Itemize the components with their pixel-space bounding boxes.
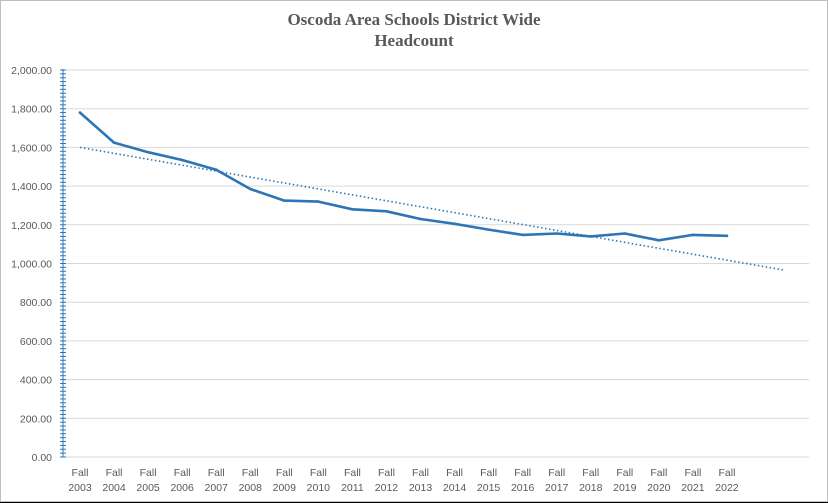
y-tick-label: 400.00: [20, 375, 52, 387]
trendline: [79, 146, 786, 272]
x-tick-label: 2020: [647, 482, 671, 494]
x-tick-label: 2009: [273, 482, 297, 494]
y-tick-label: 2,000.00: [11, 65, 52, 77]
x-tick-label: 2021: [681, 482, 705, 494]
x-tick-label: Fall: [140, 467, 157, 479]
data-point: [453, 222, 456, 226]
chart-title-line-1: Oscoda Area Schools District Wide: [287, 10, 541, 29]
data-point: [180, 158, 184, 162]
x-tick-label: 2012: [375, 482, 399, 494]
data-point: [555, 232, 558, 235]
y-tick-label: 1,400.00: [11, 181, 52, 193]
x-tick-label: 2006: [170, 482, 194, 494]
x-tick-label: Fall: [514, 467, 531, 479]
data-point: [317, 200, 320, 203]
x-tick-label: 2018: [579, 482, 603, 494]
x-tick-label: Fall: [310, 467, 327, 479]
x-tick-label: 2004: [102, 482, 126, 494]
chart-title: Oscoda Area Schools District Wide Headco…: [1, 9, 827, 51]
data-point: [78, 111, 82, 114]
x-tick-label: 2019: [613, 482, 637, 494]
x-tick-label: 2010: [307, 482, 331, 494]
data-point: [725, 234, 729, 238]
x-tick-label: Fall: [174, 467, 191, 479]
data-point: [385, 209, 388, 213]
x-tick-label: Fall: [344, 467, 361, 479]
data-point: [623, 232, 627, 235]
y-tick-label: 1,000.00: [11, 259, 52, 271]
x-tick-label: Fall: [72, 467, 89, 479]
data-point: [214, 168, 218, 171]
data-point: [283, 199, 286, 202]
x-tick-label: 2017: [545, 482, 569, 494]
x-tick-label: 2016: [511, 482, 535, 494]
y-tick-label: 1,600.00: [11, 142, 52, 154]
x-tick-label: Fall: [106, 467, 123, 479]
x-tick-label: 2022: [715, 482, 739, 494]
x-tick-label: Fall: [548, 467, 565, 479]
x-tick-label: Fall: [276, 467, 293, 479]
y-tick-label: 200.00: [20, 413, 52, 425]
x-tick-label: 2007: [205, 482, 229, 494]
y-tick-label: 800.00: [20, 297, 52, 309]
y-tick-label: 0.00: [32, 452, 53, 464]
x-tick-label: Fall: [242, 467, 259, 479]
x-tick-label: 2008: [239, 482, 263, 494]
x-tick-label: Fall: [650, 467, 667, 479]
x-tick-label: Fall: [616, 467, 633, 479]
x-tick-label: Fall: [412, 467, 429, 479]
y-tick-label: 1,800.00: [11, 104, 52, 116]
data-point: [351, 208, 354, 211]
x-tick-label: Fall: [684, 467, 701, 479]
x-tick-label: Fall: [718, 467, 735, 479]
x-tick-label: Fall: [208, 467, 225, 479]
x-tick-label: Fall: [446, 467, 463, 479]
data-point: [521, 233, 524, 237]
x-tick-label: Fall: [378, 467, 395, 479]
x-tick-label: 2011: [341, 482, 364, 494]
x-tick-label: Fall: [582, 467, 599, 479]
x-tick-label: 2003: [68, 482, 92, 494]
data-point: [691, 233, 695, 237]
data-point: [487, 228, 490, 231]
x-tick-label: 2013: [409, 482, 433, 494]
data-point: [146, 150, 150, 154]
x-tick-label: 2005: [136, 482, 160, 494]
series-line: [78, 111, 729, 242]
data-point: [112, 141, 116, 144]
chart-title-line-2: Headcount: [374, 31, 454, 50]
data-point: [419, 217, 422, 221]
x-tick-label: 2014: [443, 482, 467, 494]
x-tick-label: Fall: [480, 467, 497, 479]
x-tick-label: 2015: [477, 482, 501, 494]
y-tick-label: 600.00: [20, 336, 52, 348]
data-point: [248, 187, 252, 191]
y-tick-label: 1,200.00: [11, 220, 52, 232]
data-point: [589, 235, 593, 238]
data-point: [657, 238, 661, 242]
